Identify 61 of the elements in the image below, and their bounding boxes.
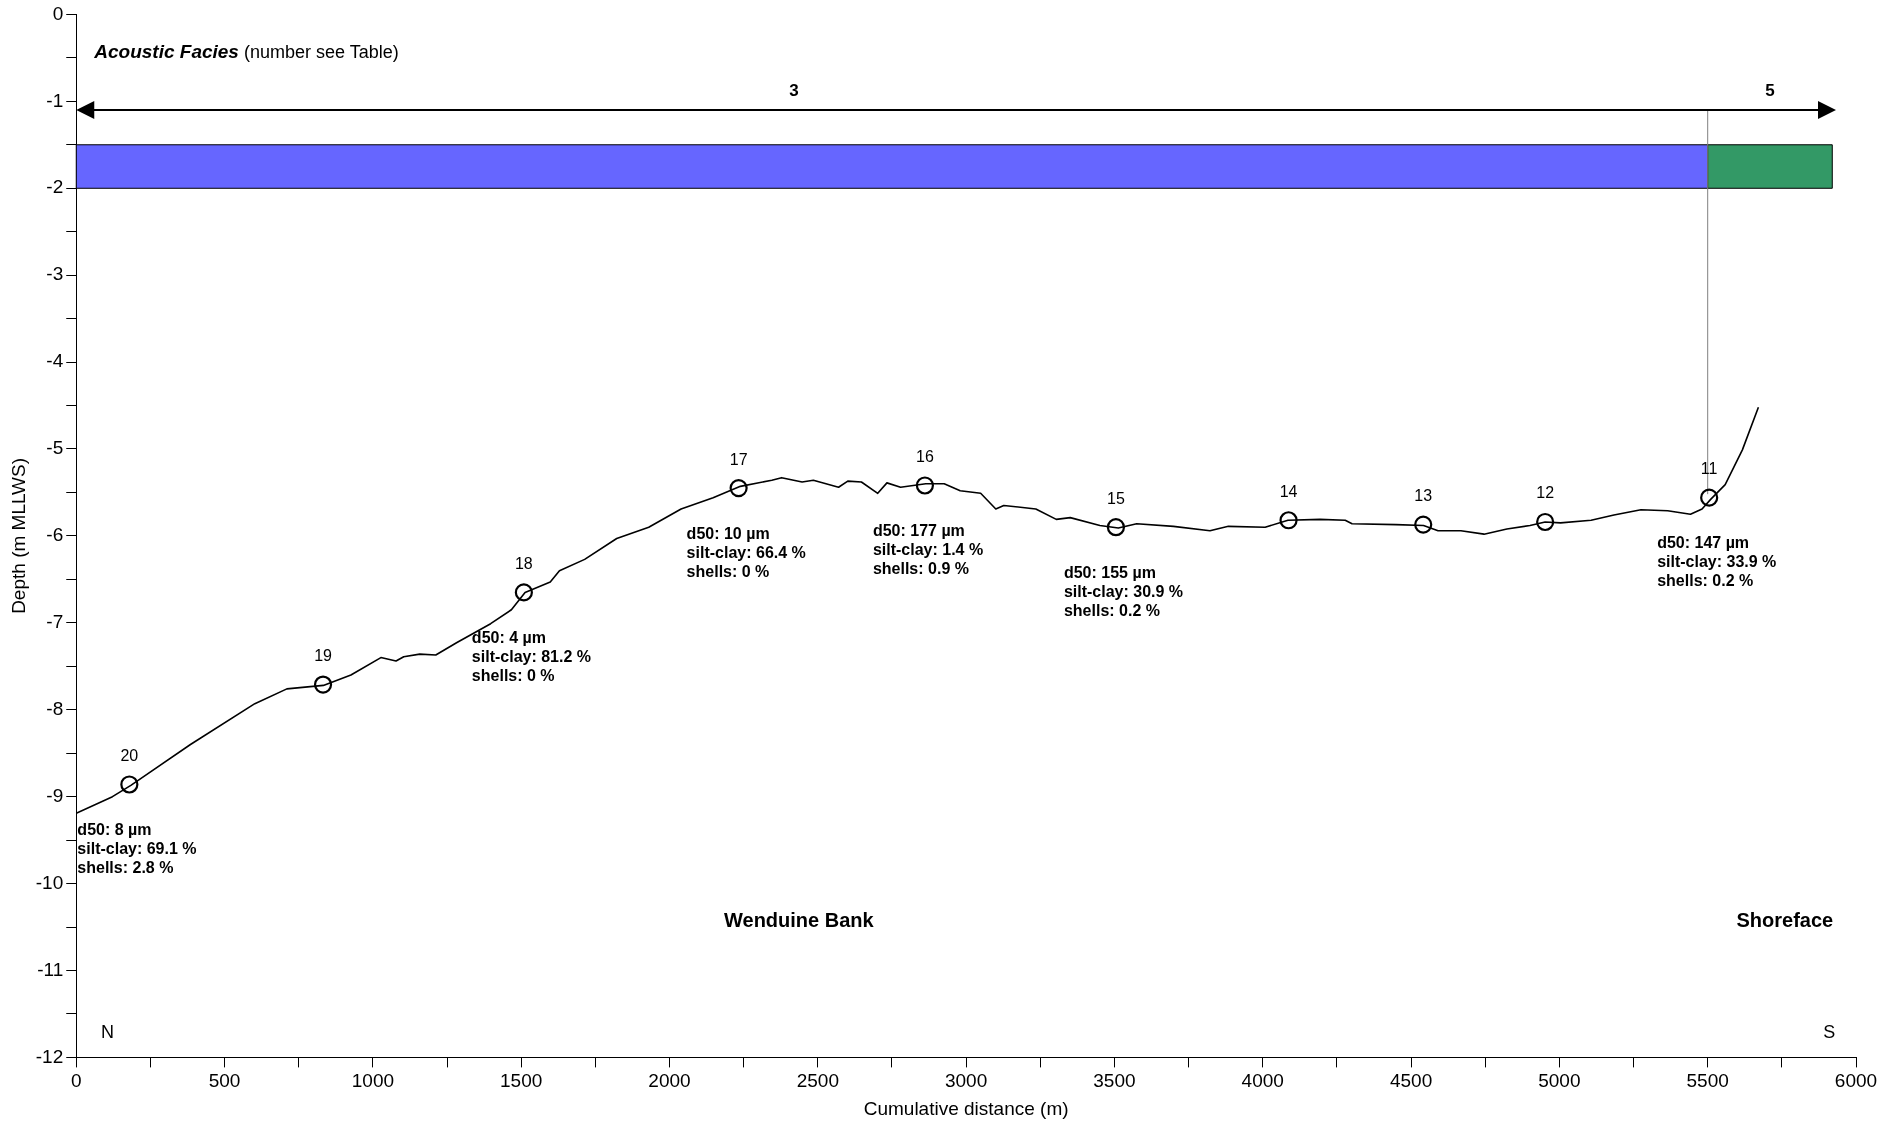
annotation: 11 <box>1700 460 1718 478</box>
point <box>1414 515 1433 534</box>
y-tick-label: -1 <box>46 89 64 111</box>
annotation: N <box>101 1022 115 1043</box>
annotation: d50: 147 µm silt-clay: 33.9 % shells: 0.2 % <box>1657 534 1777 590</box>
y-tick-label: -4 <box>46 350 64 372</box>
annotation: 20 <box>120 746 139 764</box>
x-tick-label: 2000 <box>648 1070 691 1092</box>
x-tick-label: 5000 <box>1538 1070 1581 1092</box>
y-tick-label: -12 <box>35 1045 64 1067</box>
annotation: 15 <box>1107 489 1125 507</box>
annotation: 14 <box>1279 482 1298 500</box>
annotation: Shoreface <box>1736 909 1834 932</box>
y-tick-label: -10 <box>35 871 64 893</box>
y-axis-title: Depth (m MLLWS) <box>7 457 29 614</box>
annotation: d50: 155 µm silt-clay: 30.9 % shells: 0.2 % <box>1063 563 1184 619</box>
y-tick-label: -6 <box>46 524 64 546</box>
y-tick-label: -11 <box>37 958 64 980</box>
x-tick-label: 1500 <box>500 1070 543 1092</box>
y-tick-label: -7 <box>46 611 64 633</box>
x-tick-label: 3000 <box>944 1070 988 1092</box>
annotation: 12 <box>1536 484 1555 502</box>
annotation: Acoustic Facies (number see Table) <box>93 41 399 63</box>
band-label: 3 <box>789 81 799 101</box>
y-tick-label: -9 <box>46 784 64 806</box>
y-tick-label: -8 <box>46 697 64 719</box>
annotation: d50: 10 µm silt-clay: 66.4 % shells: 0 % <box>686 524 806 580</box>
x-axis-title: Cumulative distance (m) <box>863 1097 1069 1119</box>
annotation: 13 <box>1414 487 1433 505</box>
y-tick-label: 0 <box>52 2 64 24</box>
annotation: 19 <box>314 646 333 664</box>
x-tick-label: 4500 <box>1389 1070 1433 1092</box>
x-tick-label: 0 <box>70 1070 82 1092</box>
band-label: 5 <box>1765 81 1775 101</box>
y-tick-label: -5 <box>46 437 64 459</box>
annotation: d50: 8 µm silt-clay: 69.1 % shells: 2.8 % <box>77 820 197 876</box>
annotation: d50: 177 µm silt-clay: 1.4 % shells: 0.9 % <box>872 521 984 577</box>
x-tick-label: 1000 <box>351 1070 395 1092</box>
point <box>313 675 333 694</box>
annotation: Wenduine Bank <box>724 909 875 932</box>
point <box>915 476 934 495</box>
point <box>1536 512 1555 532</box>
x-tick-label: 3500 <box>1093 1070 1136 1092</box>
point <box>1279 511 1298 530</box>
point <box>1700 488 1719 507</box>
x-tick-label: 5500 <box>1686 1070 1729 1092</box>
annotation: S <box>1823 1022 1836 1043</box>
x-tick-label: 500 <box>208 1070 241 1092</box>
point <box>514 583 533 602</box>
y-tick-label: -3 <box>46 263 64 285</box>
annotation: 16 <box>916 447 934 465</box>
annotation: 18 <box>514 554 533 572</box>
point <box>729 479 748 498</box>
y-tick-label: -2 <box>46 176 64 198</box>
annotation: 17 <box>729 450 748 468</box>
x-tick-label: 6000 <box>1834 1070 1878 1092</box>
point <box>120 775 139 794</box>
annotation: d50: 4 µm silt-clay: 81.2 % shells: 0 % <box>471 628 592 684</box>
point <box>1106 518 1126 537</box>
x-tick-label: 2500 <box>796 1070 839 1092</box>
x-tick-label: 4000 <box>1241 1070 1284 1092</box>
